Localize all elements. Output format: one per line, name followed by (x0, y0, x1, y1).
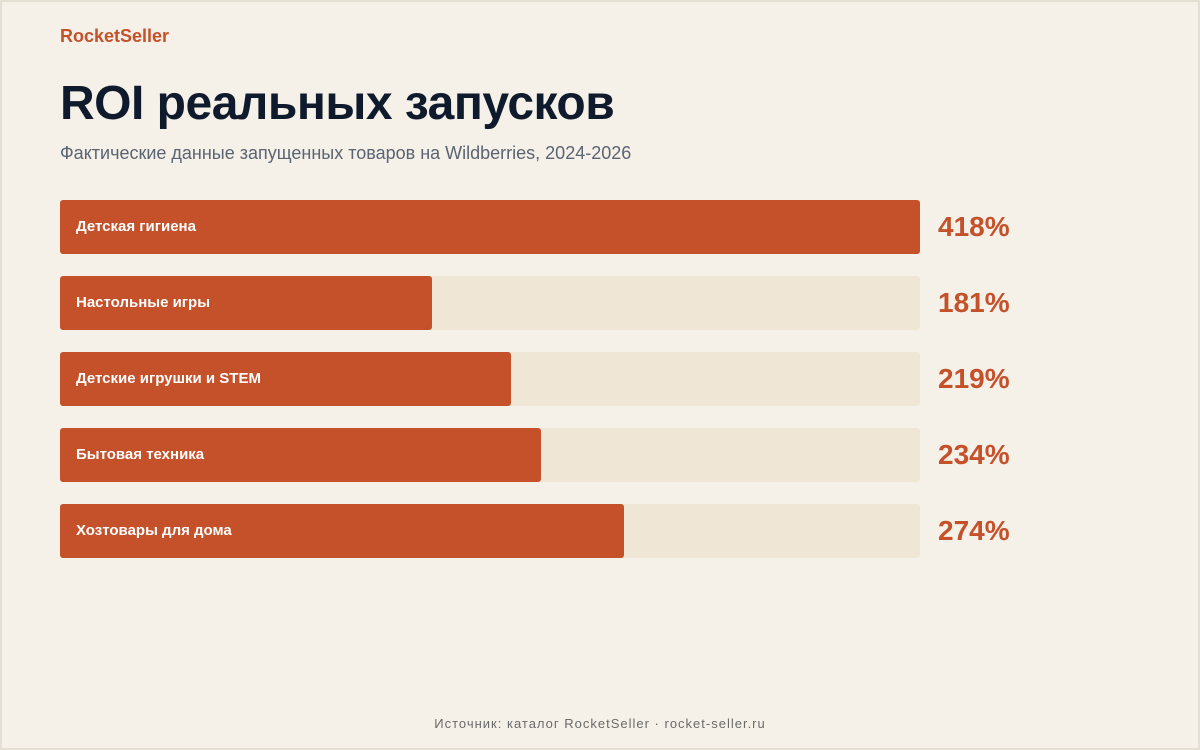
bar-row: Бытовая техника 234% (60, 428, 1010, 482)
value-label: 219% (938, 363, 1010, 394)
bar-row: Настольные игры 181% (60, 276, 1010, 330)
category-label: Бытовая техника (76, 446, 205, 463)
bar-row: Детские игрушки и STEM 219% (60, 352, 1010, 406)
value-label: 274% (938, 515, 1010, 546)
bar-row: Хозтовары для дома 274% (60, 504, 1010, 558)
bar (60, 352, 511, 406)
source-footer: Источник: каталог RocketSeller · rocket-… (434, 716, 766, 731)
category-label: Хозтовары для дома (76, 522, 232, 539)
bar-row: Детская гигиена 418% (60, 200, 1010, 254)
category-label: Детская гигиена (76, 218, 196, 235)
chart-title: ROI реальных запусков (60, 77, 615, 130)
category-label: Настольные игры (76, 294, 211, 311)
category-label: Детские игрушки и STEM (76, 370, 261, 387)
brand-logo: RocketSeller (60, 26, 170, 46)
bar (60, 276, 432, 330)
value-label: 181% (938, 287, 1010, 318)
value-label: 234% (938, 439, 1010, 470)
chart-subtitle: Фактические данные запущенных товаров на… (60, 143, 632, 163)
value-label: 418% (938, 211, 1010, 242)
bar (60, 200, 920, 254)
bar (60, 504, 624, 558)
bar (60, 428, 541, 482)
